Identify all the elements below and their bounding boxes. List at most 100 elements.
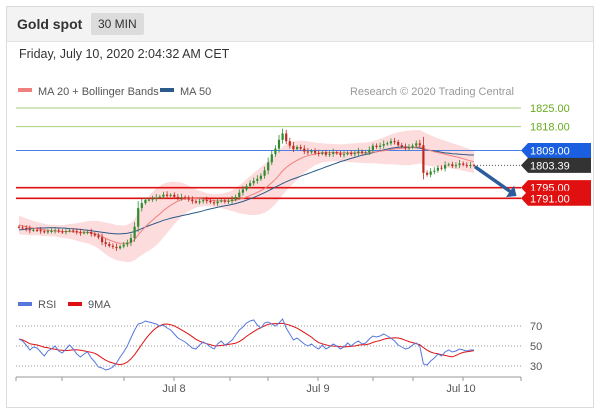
ma50-line xyxy=(18,146,474,235)
candle-body-125 xyxy=(469,165,472,167)
candle-body-40 xyxy=(162,194,165,197)
candle-body-74 xyxy=(285,133,288,142)
candle-body-51 xyxy=(202,200,205,202)
rsi-level-label-0: 70 xyxy=(530,321,542,333)
candle-body-70 xyxy=(270,154,273,163)
candle-body-8 xyxy=(46,231,49,233)
candle-body-71 xyxy=(274,148,277,155)
candle-body-33 xyxy=(137,208,140,227)
x-axis: Jul 8 Jul 9 Jul 10 xyxy=(15,377,522,395)
legend-label-rsi-ma: 9MA xyxy=(88,299,111,311)
bollinger-band-area xyxy=(19,130,474,262)
candle-body-27 xyxy=(115,246,118,249)
candle-body-95 xyxy=(361,151,364,153)
candle-body-101 xyxy=(382,144,385,146)
candle-body-119 xyxy=(447,164,450,166)
candle-body-22 xyxy=(97,235,100,238)
candle-body-24 xyxy=(104,242,107,244)
main-legend: MA 20 + Bollinger Bands MA 50 Research ©… xyxy=(18,86,514,98)
candle-body-85 xyxy=(324,152,327,155)
candle-body-73 xyxy=(281,133,284,140)
arrow-head xyxy=(505,185,517,198)
bollinger-bands xyxy=(19,130,474,262)
candle-body-50 xyxy=(198,201,201,203)
candle-body-49 xyxy=(194,201,197,203)
candle-body-96 xyxy=(364,152,367,154)
timeframe-badge[interactable]: 30 MIN xyxy=(91,13,144,35)
level-label-3: 1803.39 xyxy=(530,160,570,172)
level-lines xyxy=(16,107,521,200)
arrow-shaft xyxy=(474,165,512,194)
candle-body-60 xyxy=(234,197,237,200)
candle-body-43 xyxy=(173,194,176,197)
candle-body-88 xyxy=(335,152,338,154)
candle-body-55 xyxy=(216,201,219,204)
candle-body-28 xyxy=(119,246,122,249)
research-credit: Research © 2020 Trading Central xyxy=(350,86,514,98)
candle-body-75 xyxy=(288,141,291,146)
candle-body-93 xyxy=(353,153,356,155)
candle-body-6 xyxy=(39,230,42,232)
candle-body-2 xyxy=(25,228,28,230)
candle-body-35 xyxy=(144,199,147,204)
candle-body-34 xyxy=(140,203,143,209)
candle-body-66 xyxy=(256,178,259,181)
candle-body-120 xyxy=(451,164,454,167)
candle-body-81 xyxy=(310,151,313,153)
candle-body-9 xyxy=(50,231,53,232)
candle-body-78 xyxy=(299,147,302,149)
candle-body-79 xyxy=(303,148,306,152)
level-tag-5 xyxy=(521,190,591,206)
candle-body-59 xyxy=(231,199,234,201)
candle-body-107 xyxy=(404,146,407,149)
candle-body-31 xyxy=(129,238,132,243)
candle-body-3 xyxy=(28,229,31,231)
candle-body-106 xyxy=(400,145,403,147)
candle-body-84 xyxy=(321,152,324,154)
candle-body-114 xyxy=(429,171,432,175)
candle-body-111 xyxy=(418,143,421,146)
level-tag-2 xyxy=(521,142,591,158)
candle-body-32 xyxy=(133,226,136,239)
candle-body-108 xyxy=(407,147,411,149)
candle-body-104 xyxy=(393,141,396,143)
candle-body-20 xyxy=(90,232,93,234)
candle-body-10 xyxy=(54,230,57,232)
candle-body-54 xyxy=(212,202,216,204)
legend-label-rsi: RSI xyxy=(38,299,56,311)
candle-body-117 xyxy=(440,167,443,169)
candle-body-98 xyxy=(371,145,374,150)
candle-body-105 xyxy=(397,142,400,146)
candle-body-77 xyxy=(296,147,299,150)
candle-body-29 xyxy=(122,244,125,247)
legend-label-ma50: MA 50 xyxy=(180,86,211,98)
candle-body-39 xyxy=(158,196,161,198)
candle-body-16 xyxy=(75,231,78,233)
candle-body-63 xyxy=(245,186,248,190)
rsi-level-label-2: 30 xyxy=(530,361,542,373)
candle-body-46 xyxy=(184,197,187,199)
candle-body-4 xyxy=(32,229,35,231)
rsi-panel: 70 50 30 xyxy=(16,318,542,373)
candle-body-124 xyxy=(465,164,468,166)
candle-body-17 xyxy=(79,232,82,234)
candle-body-97 xyxy=(368,149,371,153)
rsi-line xyxy=(18,318,474,371)
candle-body-103 xyxy=(389,141,392,144)
rsi-level-label-1: 50 xyxy=(530,341,542,353)
candle-body-126 xyxy=(472,165,476,167)
level-label-2: 1809.00 xyxy=(530,145,570,157)
candle-body-112 xyxy=(422,145,425,173)
candle-body-89 xyxy=(339,153,342,155)
candle-body-26 xyxy=(111,245,114,247)
x-label-2: Jul 10 xyxy=(446,383,475,395)
candle-body-19 xyxy=(86,232,89,233)
candle-body-23 xyxy=(101,237,104,243)
level-label-5: 1791.00 xyxy=(530,193,570,205)
candle-body-58 xyxy=(227,200,230,202)
candle-body-25 xyxy=(108,244,111,246)
candle-body-44 xyxy=(176,197,179,199)
level-label-0: 1825.00 xyxy=(530,103,570,115)
legend-swatch-rsi xyxy=(18,302,32,306)
